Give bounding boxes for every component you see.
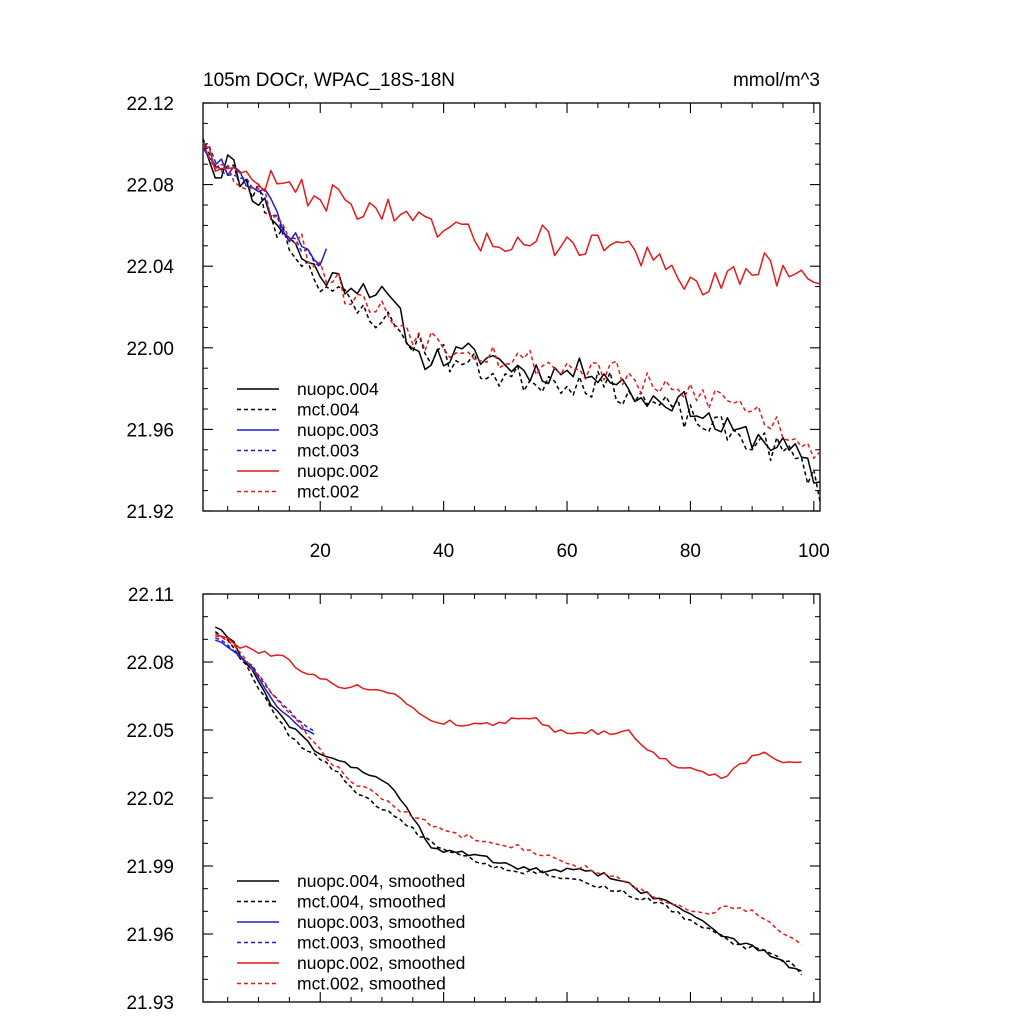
legend-label: mct.004 bbox=[297, 400, 360, 420]
series-line-mct-002 bbox=[202, 142, 821, 459]
series-line-nuopc-003-smoothed bbox=[215, 639, 315, 735]
x-tick-label: 40 bbox=[433, 541, 454, 562]
chart-title: 105m DOCr, WPAC_18S-18N bbox=[203, 70, 455, 91]
legend-label: mct.003 bbox=[297, 441, 359, 461]
x-tick-label: 100 bbox=[798, 541, 830, 562]
axis-ticks: 21.93 21.96 21.99 22.02 22.05 22.08 22.11 bbox=[126, 585, 820, 1014]
plot-frame bbox=[202, 102, 821, 512]
y-tick-label: 21.96 bbox=[126, 420, 174, 441]
series-line-mct-004 bbox=[202, 138, 821, 502]
y-tick-label: 21.96 bbox=[126, 925, 174, 946]
series-lines bbox=[202, 138, 821, 502]
y-tick-label: 22.04 bbox=[126, 257, 174, 278]
series-line-nuopc-004-smoothed bbox=[214, 626, 802, 972]
legend-label: mct.003, smoothed bbox=[297, 933, 446, 953]
y-tick-label: 22.02 bbox=[126, 789, 174, 810]
legend: nuopc.004mct.004nuopc.003mct.003nuopc.00… bbox=[237, 379, 379, 502]
y-tick-label: 22.08 bbox=[126, 653, 174, 674]
series-line-nuopc-004 bbox=[202, 141, 821, 484]
top-chart-panel: 105m DOCr, WPAC_18S-18N mmol/m^3 21.9221… bbox=[126, 70, 829, 562]
legend-label: nuopc.002, smoothed bbox=[297, 953, 465, 973]
y-tick-label: 21.93 bbox=[126, 993, 174, 1014]
x-tick-label: 60 bbox=[556, 541, 577, 562]
legend-label: nuopc.003 bbox=[297, 420, 379, 440]
legend-label: nuopc.004 bbox=[297, 379, 379, 399]
y-tick-label: 22.11 bbox=[128, 585, 174, 606]
legend-label: nuopc.004, smoothed bbox=[297, 871, 465, 891]
series-line-mct-004-smoothed bbox=[214, 631, 803, 976]
series-line-nuopc-002-smoothed bbox=[214, 633, 802, 780]
legend-label: mct.004, smoothed bbox=[297, 892, 446, 912]
y-tick-label: 22.00 bbox=[126, 339, 174, 360]
bottom-chart-panel: 21.93 21.96 21.99 22.02 22.05 22.08 22.11 nuop… bbox=[126, 585, 821, 1014]
y-tick-label: 22.08 bbox=[126, 176, 174, 197]
series-line-nuopc-002 bbox=[202, 145, 821, 296]
legend-label: nuopc.002 bbox=[297, 461, 379, 481]
y-tick-label: 21.92 bbox=[126, 502, 174, 523]
legend-label: mct.002, smoothed bbox=[297, 974, 446, 994]
y-tick-label: 22.12 bbox=[126, 94, 174, 115]
legend-label: mct.002 bbox=[297, 482, 359, 502]
y-tick-label: 22.05 bbox=[126, 721, 174, 742]
x-tick-label: 20 bbox=[310, 541, 331, 562]
y-tick-label: 21.99 bbox=[126, 857, 174, 878]
series-line-mct-003 bbox=[202, 143, 321, 268]
x-tick-label: 80 bbox=[680, 541, 701, 562]
axis-ticks: 21.92 21.96 22.00 22.04 22.08 22.12 20 40 60 80 10… bbox=[126, 94, 829, 562]
series-lines bbox=[214, 626, 803, 976]
chart-units: mmol/m^3 bbox=[733, 70, 820, 91]
legend-label: nuopc.003, smoothed bbox=[297, 912, 465, 932]
plot-frame bbox=[202, 593, 821, 1003]
